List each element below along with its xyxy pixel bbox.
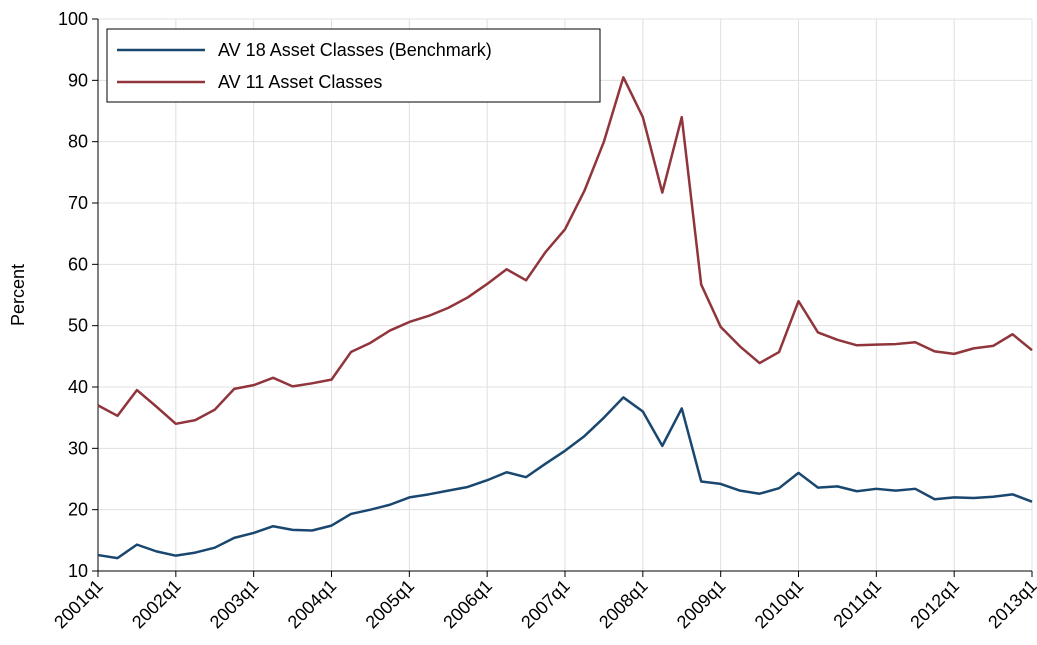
- x-tick-label: 2008q1: [595, 576, 652, 633]
- y-tick-label: 30: [68, 438, 88, 458]
- x-tick-label: 2011q1: [829, 576, 885, 632]
- y-tick-label: 70: [68, 193, 88, 213]
- y-tick-label: 80: [68, 132, 88, 152]
- x-tick-label: 2005q1: [362, 576, 419, 633]
- y-tick-label: 20: [68, 500, 88, 520]
- x-tick-label: 2010q1: [751, 576, 808, 633]
- y-tick-label: 50: [68, 316, 88, 336]
- x-tick-label: 2001q1: [50, 576, 107, 633]
- x-tick-label: 2012q1: [906, 576, 963, 633]
- legend-box: [106, 28, 601, 103]
- series-line: [97, 76, 1033, 426]
- y-tick-label: 60: [68, 254, 88, 274]
- y-tick-label: 100: [58, 9, 88, 29]
- series-line: [97, 396, 1033, 560]
- x-tick-label: 2009q1: [673, 576, 730, 633]
- x-tick-label: 2003q1: [206, 576, 263, 633]
- legend-label: AV 18 Asset Classes (Benchmark): [218, 40, 492, 60]
- x-tick-label: 2013q1: [984, 576, 1037, 633]
- x-tick-label: 2006q1: [439, 576, 496, 633]
- x-tick-label: 2004q1: [284, 576, 341, 633]
- y-tick-label: 40: [68, 377, 88, 397]
- legend-label: AV 11 Asset Classes: [218, 72, 382, 92]
- x-tick-label: 2007q1: [517, 576, 574, 633]
- x-tick-label: 2002q1: [128, 576, 185, 633]
- y-axis-label: Percent: [8, 264, 28, 326]
- y-tick-label: 90: [68, 70, 88, 90]
- y-tick-label: 10: [68, 561, 88, 581]
